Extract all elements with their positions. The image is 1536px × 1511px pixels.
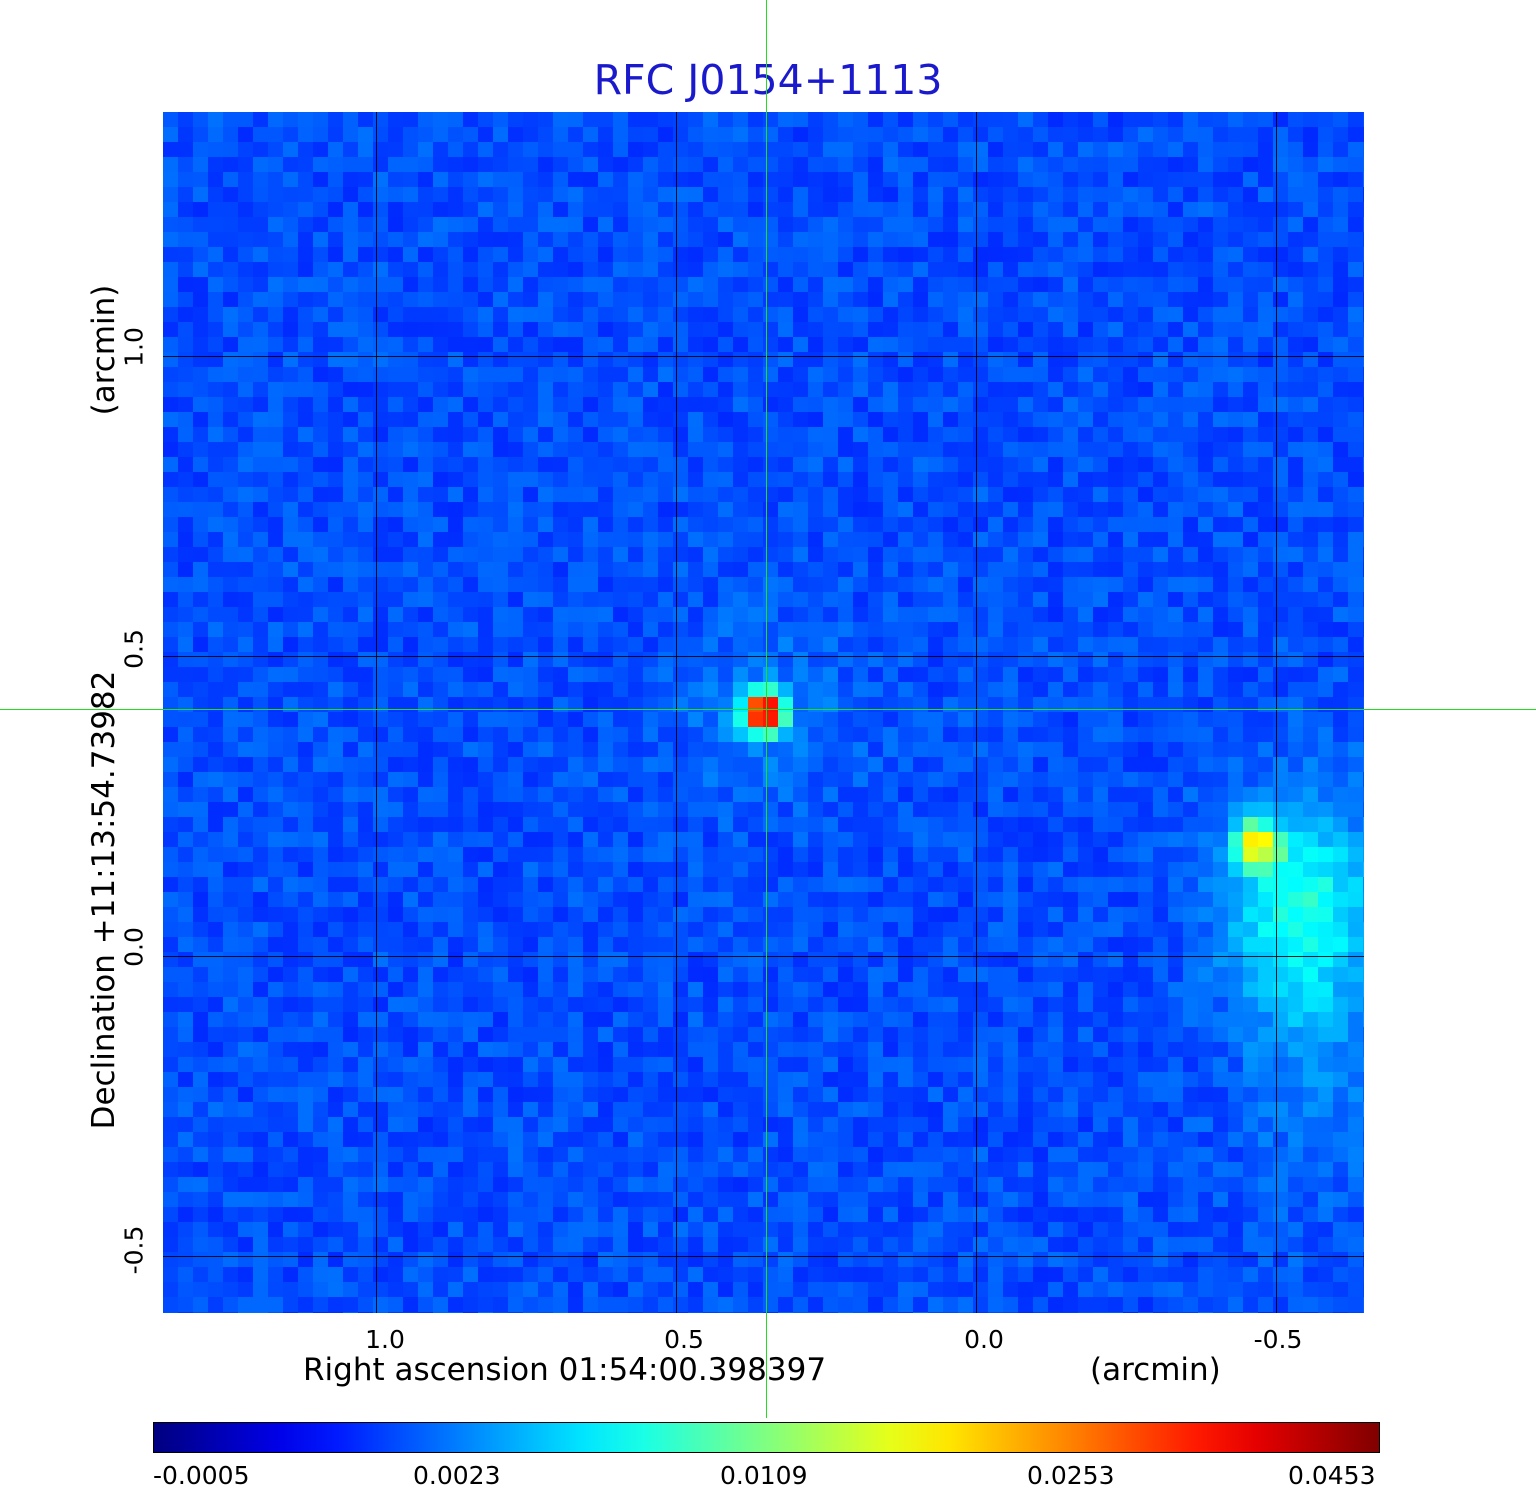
x-axis-label: Right ascension 01:54:00.398397 bbox=[303, 1352, 827, 1388]
colorbar-tick-label: 0.0253 bbox=[1027, 1461, 1115, 1490]
colorbar-tick-label: 0.0109 bbox=[720, 1461, 808, 1490]
grid-line-dec-0.0 bbox=[163, 956, 1364, 957]
grid-line-ra-minus-0.5 bbox=[1276, 112, 1277, 1313]
x-tick-label: -0.5 bbox=[1253, 1325, 1303, 1354]
grid-line-ra-1.0 bbox=[376, 112, 377, 1313]
image-title: RFC J0154+1113 bbox=[593, 56, 943, 104]
grid-line-dec-1.0 bbox=[163, 356, 1364, 357]
x-tick-label: 0.0 bbox=[964, 1325, 1004, 1354]
x-tick-label: 1.0 bbox=[365, 1325, 405, 1354]
grid-line-dec-minus-0.5 bbox=[163, 1256, 1364, 1257]
grid-line-ra-0.0 bbox=[976, 112, 977, 1313]
crosshair-horizontal bbox=[0, 709, 1536, 710]
sky-map[interactable] bbox=[163, 112, 1364, 1313]
grid-line-dec-0.5 bbox=[163, 656, 1364, 657]
y-tick-label: -0.5 bbox=[119, 1225, 149, 1275]
colorbar-tick-label: 0.0023 bbox=[413, 1461, 501, 1490]
y-tick-label: 0.5 bbox=[119, 629, 149, 669]
y-axis-label: Declination +11:13:54.73982 bbox=[86, 670, 122, 1130]
y-tick-label: 0.0 bbox=[119, 927, 149, 967]
colorbar-tick-label: -0.0005 bbox=[153, 1461, 250, 1490]
y-axis-unit: (arcmin) bbox=[86, 284, 122, 416]
x-axis-unit: (arcmin) bbox=[1090, 1352, 1221, 1388]
intensity-image bbox=[163, 112, 1364, 1313]
colorbar bbox=[153, 1422, 1380, 1453]
x-tick-label: 0.5 bbox=[664, 1325, 704, 1354]
colorbar-tick-label: 0.0453 bbox=[1288, 1461, 1376, 1490]
grid-line-ra-0.5 bbox=[676, 112, 677, 1313]
y-tick-label: 1.0 bbox=[119, 327, 149, 367]
